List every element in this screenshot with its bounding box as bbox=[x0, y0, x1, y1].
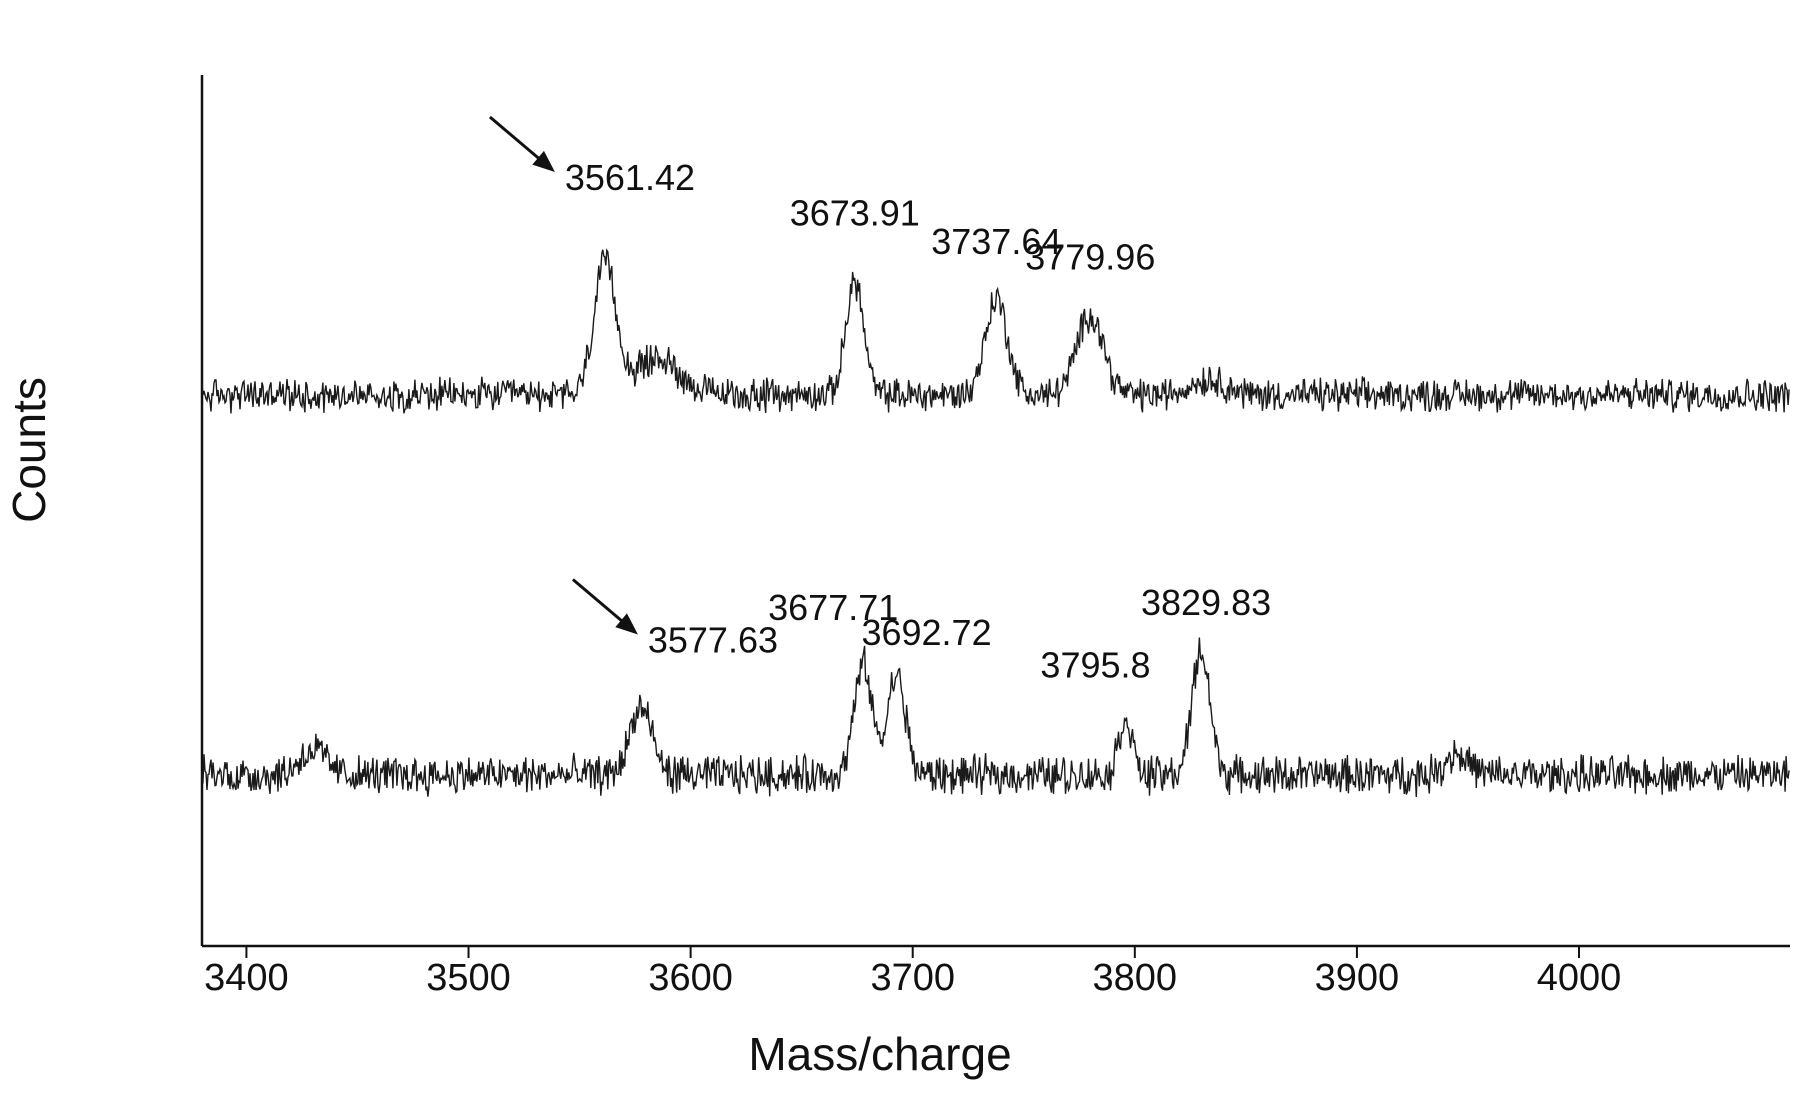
peak-label: 3677.71 bbox=[768, 587, 898, 628]
y-axis-title: Counts bbox=[3, 377, 55, 523]
x-tick-label: 4000 bbox=[1537, 957, 1622, 999]
peak-arrow-head bbox=[532, 150, 555, 172]
peak-label: 3692.72 bbox=[861, 612, 991, 653]
spectrum-line-2 bbox=[201, 637, 1790, 798]
peak-label: 3737.64 bbox=[931, 221, 1061, 262]
x-tick-label: 3600 bbox=[648, 957, 733, 999]
x-axis-title: Mass/charge bbox=[748, 1028, 1011, 1080]
axes bbox=[200, 75, 1790, 948]
spectra bbox=[201, 248, 1790, 798]
peak-label: 3829.83 bbox=[1141, 582, 1271, 623]
x-tick-label: 3400 bbox=[204, 957, 289, 999]
x-tick-label: 3900 bbox=[1315, 957, 1400, 999]
peak-arrow-head bbox=[615, 613, 638, 635]
peak-label: 3779.96 bbox=[1025, 236, 1155, 277]
peak-label: 3795.8 bbox=[1040, 645, 1150, 686]
x-tick-label: 3500 bbox=[426, 957, 511, 999]
x-tick-label: 3800 bbox=[1093, 957, 1178, 999]
spectrum-line-1 bbox=[201, 248, 1790, 414]
peak-label: 3561.42 bbox=[565, 157, 695, 198]
x-tick-label: 3700 bbox=[870, 957, 955, 999]
peak-label: 3673.91 bbox=[790, 193, 920, 234]
x-ticks: 3400 3500 3600 3700 3800 3900 4000 bbox=[204, 946, 1621, 999]
peak-label: 3577.63 bbox=[648, 620, 778, 661]
